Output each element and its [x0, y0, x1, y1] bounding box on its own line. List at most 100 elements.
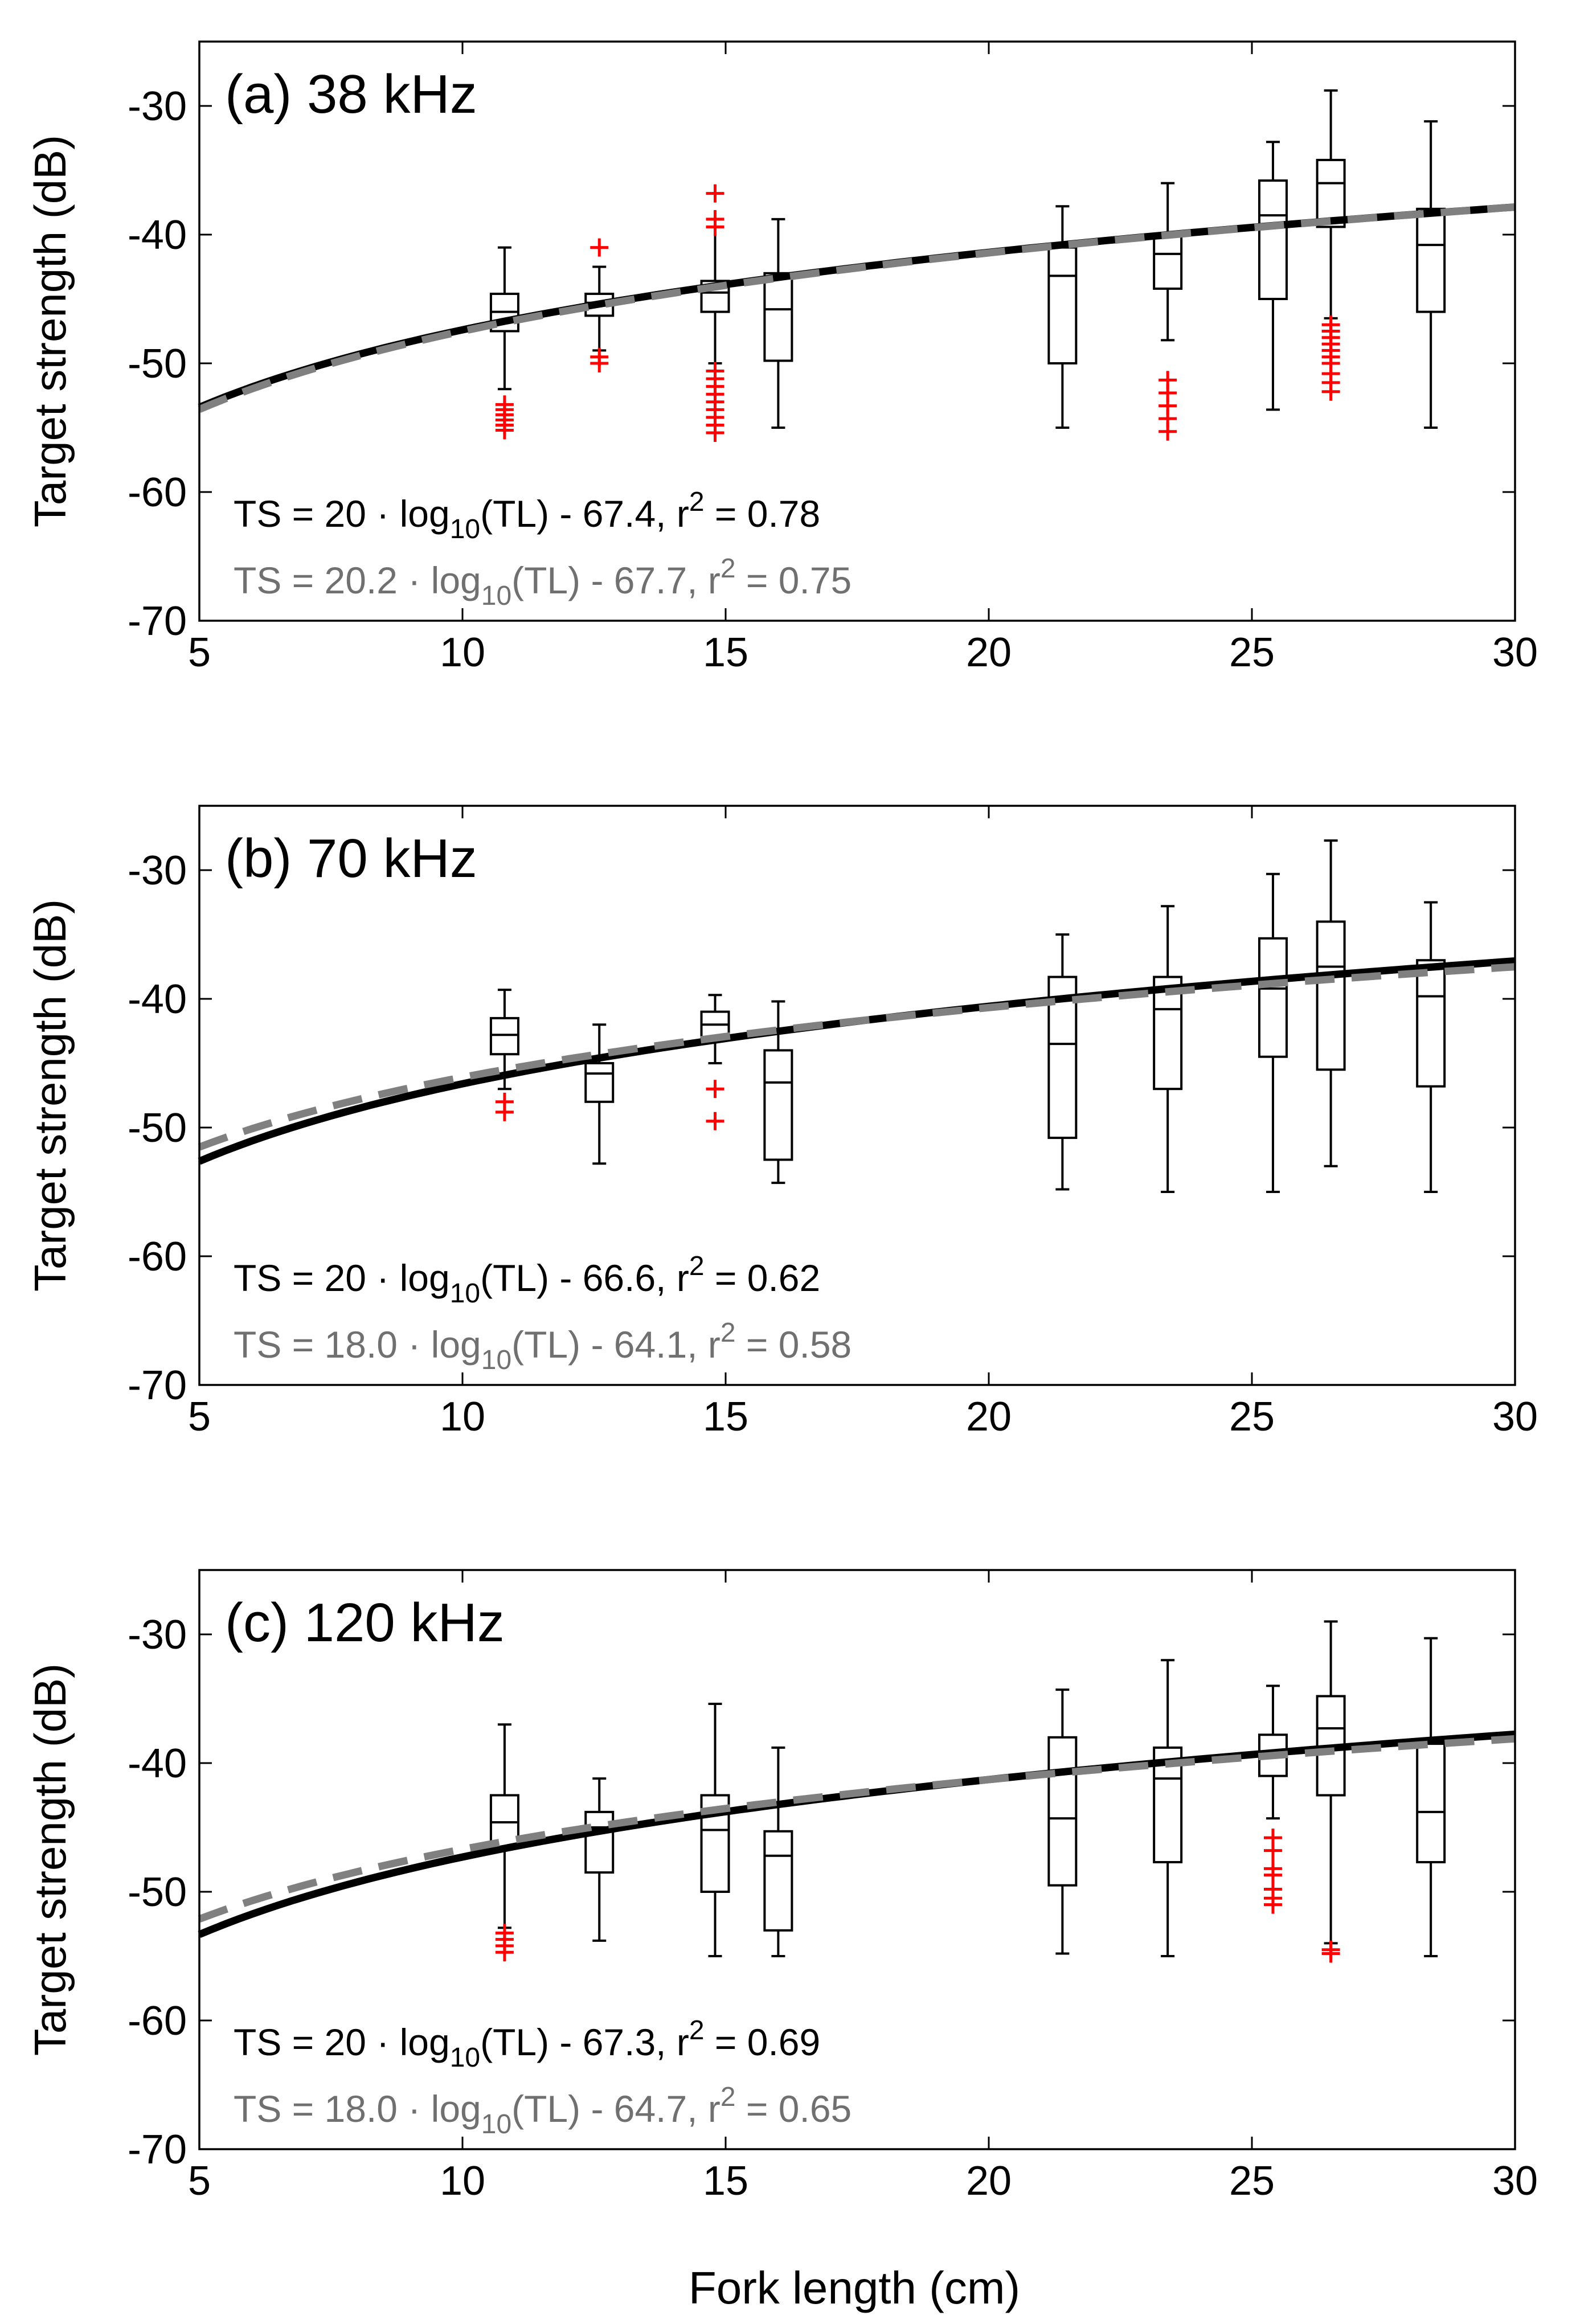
y-tick-label: -60 — [128, 1234, 187, 1280]
box-5 — [1047, 1688, 1078, 1955]
box-iqr — [584, 1062, 615, 1103]
box-5 — [1047, 933, 1078, 1191]
panel-b: 5 10 15 20 25 30 -70 -60 -50 -40 -30 (b) 70 kHz TS =… — [25, 805, 1538, 1440]
box-iqr — [489, 1017, 519, 1056]
box-iqr — [763, 272, 793, 362]
axes-frame — [198, 1569, 1516, 2150]
equation-gray: TS = 18.0 · log10(TL) - 64.7, r2 = 0.65 — [234, 2082, 852, 2139]
y-tick-label: -50 — [128, 1870, 187, 1915]
x-tick-label: 10 — [440, 2158, 485, 2204]
x-tick-label: 10 — [440, 630, 485, 675]
fit-curve-gray-dashed — [198, 1735, 1516, 1923]
y-axis-label: Target strength (dB) — [25, 899, 75, 1292]
equation-black: TS = 20 · log10(TL) - 66.6, r2 = 0.62 — [234, 1251, 820, 1309]
x-tick-label: 20 — [966, 630, 1012, 675]
box-iqr — [1258, 179, 1288, 300]
outlier-marker — [706, 184, 724, 203]
x-tick-label: 25 — [1229, 630, 1275, 675]
box-6 — [1153, 905, 1183, 1193]
axes-frame — [198, 40, 1516, 622]
y-tick-label: -40 — [128, 977, 187, 1022]
y-tick-label: -70 — [128, 1363, 187, 1408]
y-axis-label: Target strength (dB) — [25, 135, 75, 527]
outlier-marker — [495, 1943, 514, 1962]
box-7 — [1258, 872, 1288, 1193]
y-axis-label-text: Target strength (dB) — [25, 135, 75, 527]
box-iqr — [1047, 975, 1078, 1140]
y-axis-label: Target strength (dB) — [25, 1663, 75, 2056]
box-4 — [763, 218, 793, 429]
box-3 — [700, 1703, 730, 1957]
plot-area — [199, 1570, 1515, 2149]
box-3 — [700, 994, 730, 1130]
box-iqr — [1047, 1736, 1078, 1887]
outlier-marker — [706, 1080, 724, 1099]
y-tick-label: -70 — [128, 2127, 187, 2173]
outlier-marker — [495, 1102, 514, 1121]
fit-curve-gray-dashed — [198, 203, 1516, 413]
box-3 — [700, 184, 730, 442]
y-tick-label: -50 — [128, 341, 187, 387]
box-6 — [1153, 182, 1183, 441]
box-1 — [489, 246, 519, 440]
box-4 — [763, 1746, 793, 1957]
outlier-marker — [1321, 382, 1340, 401]
x-tick-label: 30 — [1492, 2158, 1538, 2204]
x-tick-label: 5 — [188, 630, 211, 675]
box-iqr — [1258, 937, 1288, 1058]
box-6 — [1153, 1659, 1183, 1957]
box-1 — [489, 1723, 519, 1962]
box-iqr — [763, 1049, 793, 1161]
x-tick-label: 25 — [1229, 1394, 1275, 1440]
box-8 — [1316, 89, 1346, 401]
x-tick-label: 20 — [966, 2158, 1012, 2204]
box-iqr — [1153, 1746, 1183, 1864]
equation-black: TS = 20 · log10(TL) - 67.4, r2 = 0.78 — [234, 487, 820, 544]
box-iqr — [1316, 158, 1346, 228]
x-tick-label: 20 — [966, 1394, 1012, 1440]
y-tick-label: -40 — [128, 212, 187, 258]
x-tick-label: 15 — [703, 1394, 748, 1440]
box-iqr — [763, 1830, 793, 1932]
y-axis-label-text: Target strength (dB) — [25, 899, 75, 1292]
equation-gray: TS = 18.0 · log10(TL) - 64.1, r2 = 0.58 — [234, 1318, 852, 1375]
y-tick-label: -60 — [128, 470, 187, 515]
box-5 — [1047, 205, 1078, 429]
box-8 — [1316, 839, 1346, 1167]
panel-title: (c) 120 kHz — [225, 1592, 505, 1653]
box-iqr — [1416, 207, 1446, 313]
equation-black: TS = 20 · log10(TL) - 67.3, r2 = 0.69 — [234, 2015, 820, 2073]
box-iqr — [584, 1810, 615, 1874]
box-iqr — [700, 1794, 730, 1893]
plot-area — [199, 42, 1515, 621]
outlier-marker — [590, 238, 609, 257]
x-axis-label: Fork length (cm) — [689, 2262, 1020, 2313]
panel-title: (a) 38 kHz — [225, 64, 477, 125]
y-axis-label-text: Target strength (dB) — [25, 1663, 75, 2056]
panel-title: (b) 70 kHz — [225, 828, 477, 889]
x-tick-label: 10 — [440, 1394, 485, 1440]
outlier-marker — [706, 1112, 724, 1130]
x-tick-label: 5 — [188, 1394, 211, 1440]
box-9 — [1416, 901, 1446, 1193]
outlier-marker — [590, 354, 609, 372]
outlier-marker — [706, 424, 724, 442]
outlier-marker — [1263, 1841, 1282, 1860]
box-iqr — [1316, 920, 1346, 1071]
outlier-marker — [1158, 422, 1177, 441]
y-tick-label: -30 — [128, 848, 187, 893]
y-tick-label: -70 — [128, 599, 187, 644]
box-4 — [763, 1000, 793, 1184]
outlier-marker — [706, 218, 724, 236]
box-2 — [584, 1023, 615, 1165]
outlier-marker — [495, 421, 514, 440]
box-iqr — [1416, 959, 1446, 1088]
x-tick-label: 15 — [703, 2158, 748, 2204]
box-7 — [1258, 141, 1288, 411]
panel-a: 5 10 15 20 25 30 -70 -60 -50 -40 -30 (a) 38 kHz TS =… — [25, 40, 1538, 675]
x-tick-label: 5 — [188, 2158, 211, 2204]
outlier-marker — [1263, 1895, 1282, 1914]
fit-curve-gray-dashed — [198, 963, 1516, 1151]
y-tick-label: -30 — [128, 1612, 187, 1658]
